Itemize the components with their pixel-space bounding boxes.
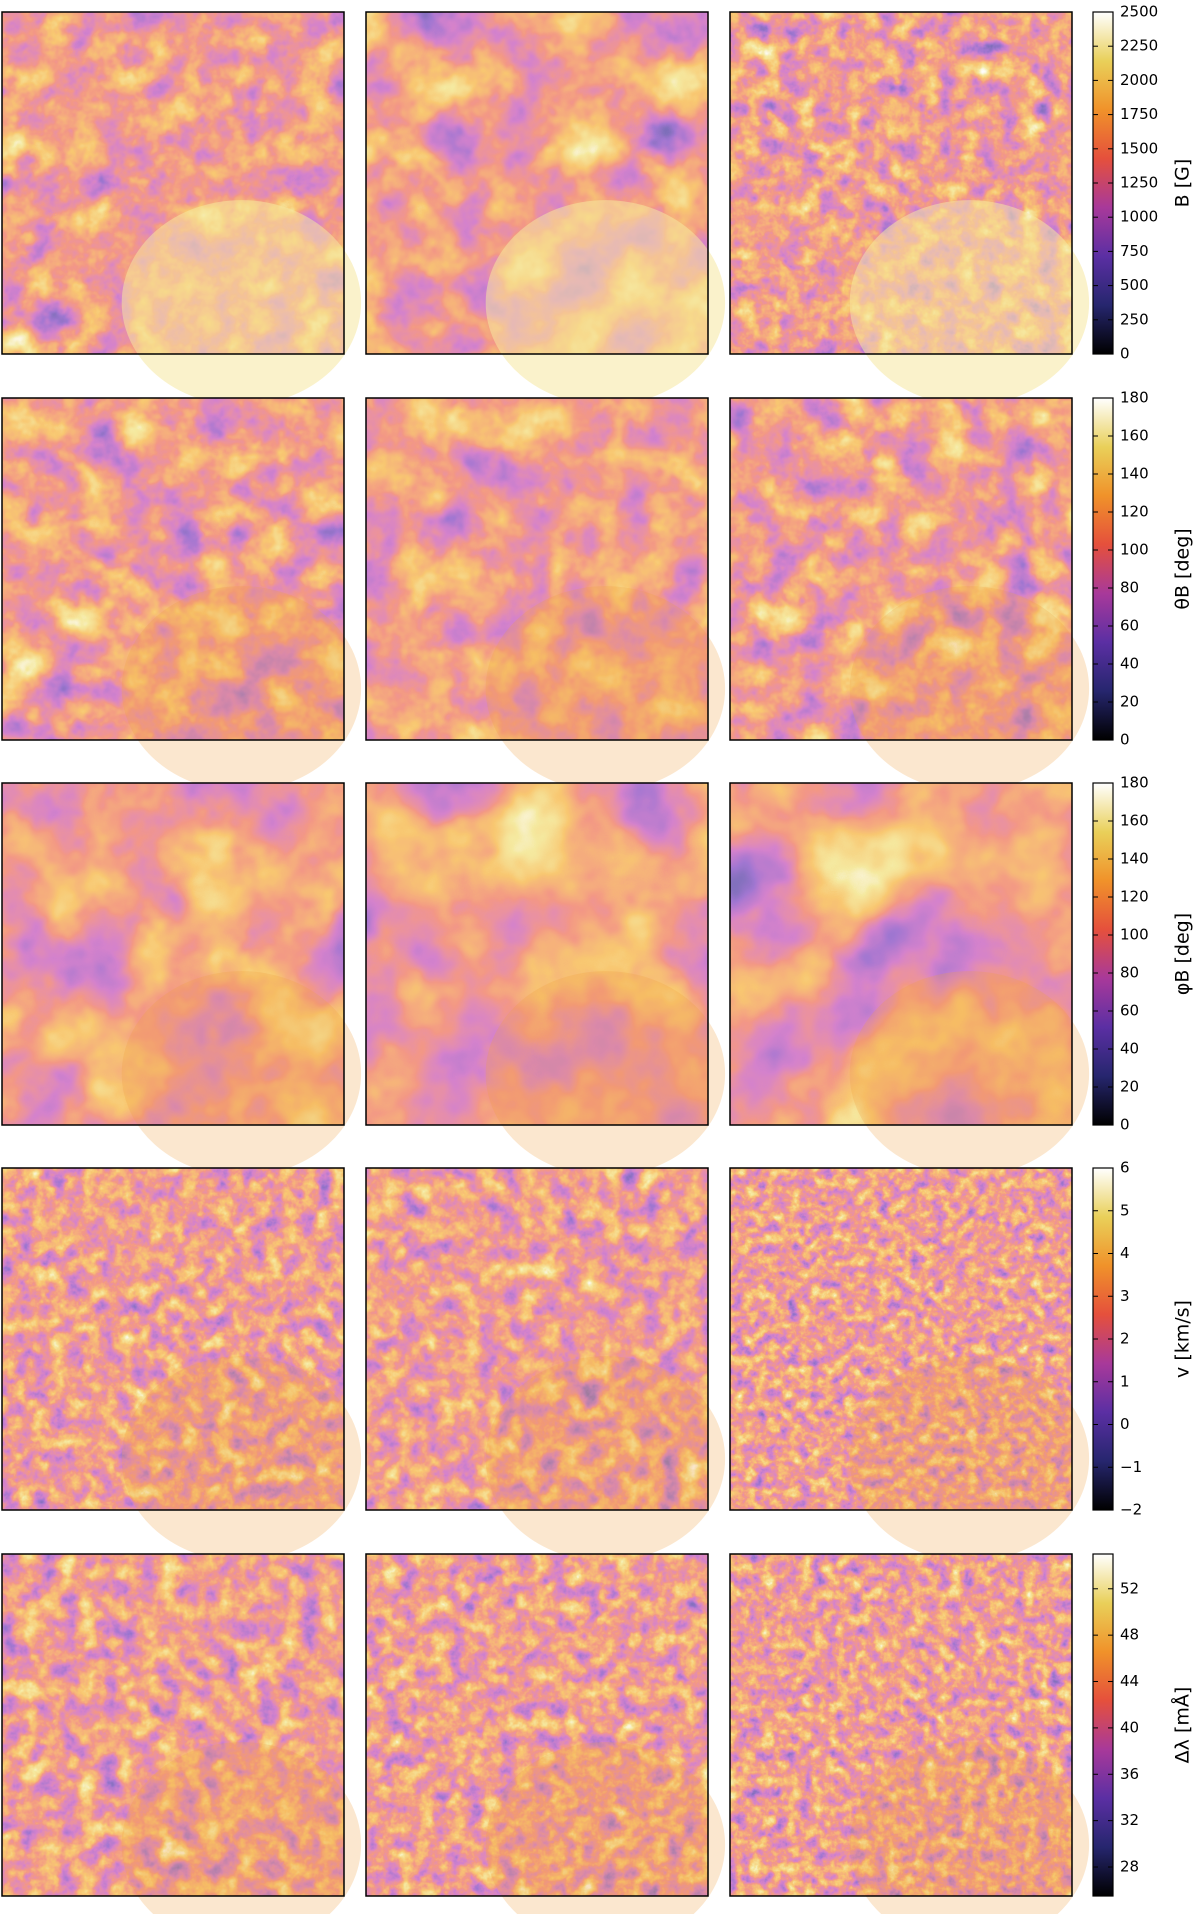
colorbar-tick-label: 750 (1120, 242, 1149, 260)
colorbar-tick-label: 44 (1120, 1672, 1139, 1690)
colorbar-tick-label: 60 (1120, 1002, 1139, 1020)
colorbar-tick-label: 20 (1120, 1078, 1139, 1096)
colorbar-tick-label: −1 (1120, 1458, 1142, 1476)
panel-frame (1, 1553, 345, 1897)
region-overlay (485, 586, 726, 792)
panel-frame (729, 11, 1073, 355)
region-overlay (485, 1742, 726, 1914)
colorbar-tick-label: 2 (1120, 1330, 1130, 1348)
panel-frame (1, 782, 345, 1126)
map-panel (730, 783, 1072, 1125)
colorbar-label: φB [deg] (1172, 913, 1194, 995)
region-overlay (485, 971, 726, 1177)
colorbar-tick-label: 0 (1120, 1116, 1130, 1134)
colorbar-tick-label: 5 (1120, 1201, 1130, 1219)
colorbar-tick-label: 4 (1120, 1244, 1130, 1262)
region-overlay (485, 200, 726, 406)
map-panel (2, 783, 344, 1125)
colorbar-tick-label: 1500 (1120, 139, 1158, 157)
colorbar-tick-label: 40 (1120, 1040, 1139, 1058)
colorbar-tick-label: 1250 (1120, 174, 1158, 192)
map-panel (2, 1554, 344, 1896)
map-panel (730, 1554, 1072, 1896)
colorbar-tick-label: 180 (1120, 389, 1149, 407)
region-overlay (849, 200, 1090, 406)
colorbar-tick-label: 1750 (1120, 105, 1158, 123)
region-overlay (121, 1356, 362, 1562)
colorbar-tick-label: 36 (1120, 1765, 1139, 1783)
region-overlay (121, 1742, 362, 1914)
region-overlay (849, 1742, 1090, 1914)
colorbar-tick-label: 100 (1120, 541, 1149, 559)
panel-frame (365, 1553, 709, 1897)
colorbar-tick-label: 0 (1120, 1415, 1130, 1433)
colorbar-tick-label: 80 (1120, 579, 1139, 597)
colorbar-tick-label: 160 (1120, 812, 1149, 830)
colorbar-tick-label: 1 (1120, 1372, 1130, 1390)
panel-frame (1, 397, 345, 741)
colorbar-tick-label: 2500 (1120, 3, 1158, 21)
map-panel (366, 1168, 708, 1510)
map-panel (366, 1554, 708, 1896)
map-panel (730, 398, 1072, 740)
colorbar-label: Δλ [mÅ] (1171, 1687, 1194, 1764)
colorbar-tick-label: 48 (1120, 1626, 1139, 1644)
colorbar-tick-label: 500 (1120, 276, 1149, 294)
colorbar-tick-label: 20 (1120, 693, 1139, 711)
region-overlay (849, 1356, 1090, 1562)
colorbar-tick-label: 32 (1120, 1811, 1139, 1829)
region-overlay (121, 200, 362, 406)
region-overlay (485, 1356, 726, 1562)
colorbar-tick-label: 2250 (1120, 37, 1158, 55)
colorbar-tick-label: 2000 (1120, 71, 1158, 89)
colorbar-tick-label: −2 (1120, 1501, 1142, 1519)
panel-frame (729, 397, 1073, 741)
colorbar (1092, 397, 1114, 741)
colorbar-tick-label: 52 (1120, 1579, 1139, 1597)
colorbar-tick-label: 120 (1120, 503, 1149, 521)
panel-frame (1, 11, 345, 355)
region-overlay (121, 971, 362, 1177)
panel-frame (729, 782, 1073, 1126)
colorbar-label: v [km/s] (1172, 1300, 1194, 1378)
map-panel (2, 1168, 344, 1510)
colorbar-tick-label: 40 (1120, 1718, 1139, 1736)
map-panel (366, 398, 708, 740)
colorbar-tick-label: 100 (1120, 926, 1149, 944)
panel-frame (365, 397, 709, 741)
colorbar-tick-label: 3 (1120, 1287, 1130, 1305)
map-panel (2, 398, 344, 740)
colorbar (1092, 782, 1114, 1126)
map-panel (366, 783, 708, 1125)
colorbar-tick-label: 0 (1120, 731, 1130, 749)
panel-frame (365, 11, 709, 355)
colorbar-tick-label: 250 (1120, 310, 1149, 328)
map-panel (730, 1168, 1072, 1510)
panel-frame (1, 1167, 345, 1511)
colorbar-tick-label: 6 (1120, 1159, 1130, 1177)
colorbar-tick-label: 180 (1120, 774, 1149, 792)
colorbar-tick-label: 120 (1120, 888, 1149, 906)
region-overlay (849, 971, 1090, 1177)
colorbar-label: θB [deg] (1172, 528, 1194, 609)
colorbar-tick-label: 160 (1120, 427, 1149, 445)
colorbar-tick-label: 28 (1120, 1858, 1139, 1876)
colorbar-tick-label: 40 (1120, 655, 1139, 673)
colorbar (1092, 1553, 1114, 1897)
region-overlay (849, 586, 1090, 792)
panel-frame (729, 1167, 1073, 1511)
colorbar-tick-label: 140 (1120, 465, 1149, 483)
panel-frame (365, 1167, 709, 1511)
colorbar-label: B [G] (1172, 159, 1194, 208)
colorbar-tick-label: 1000 (1120, 208, 1158, 226)
colorbar-tick-label: 80 (1120, 964, 1139, 982)
colorbar-tick-label: 0 (1120, 345, 1130, 363)
region-overlay (121, 586, 362, 792)
panel-frame (729, 1553, 1073, 1897)
colorbar-tick-label: 140 (1120, 850, 1149, 868)
panel-frame (365, 782, 709, 1126)
colorbar-tick-label: 60 (1120, 617, 1139, 635)
